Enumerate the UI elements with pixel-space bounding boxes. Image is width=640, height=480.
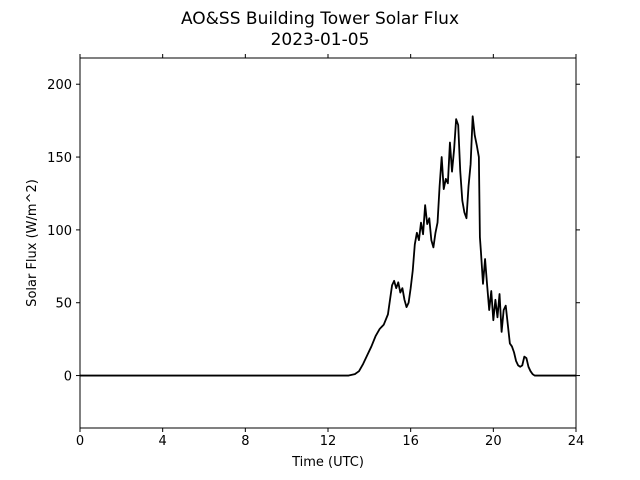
y-tick-label: 50 — [55, 297, 72, 312]
y-axis-label: Solar Flux (W/m^2) — [25, 179, 40, 307]
y-tick-label: 150 — [47, 151, 72, 166]
y-tick-label: 0 — [64, 370, 72, 385]
chart-title: AO&SS Building Tower Solar Flux — [181, 9, 459, 29]
x-tick-label: 0 — [76, 434, 84, 449]
x-tick-label: 20 — [485, 434, 502, 449]
series-line-0 — [80, 115, 576, 377]
x-tick-label: 24 — [568, 434, 585, 449]
x-tick-label: 16 — [402, 434, 419, 449]
x-axis-ticks: 0 4 8 12 16 20 24 — [76, 54, 584, 449]
y-tick-label: 200 — [47, 78, 72, 93]
series-group — [80, 115, 576, 377]
plot-frame — [79, 57, 577, 429]
y-tick-label: 100 — [47, 224, 72, 239]
x-tick-label: 12 — [320, 434, 337, 449]
chart-subtitle: 2023-01-05 — [271, 30, 370, 50]
y-axis-ticks: 0 50 100 150 200 — [47, 78, 580, 385]
x-tick-label: 4 — [159, 434, 167, 449]
x-tick-label: 8 — [241, 434, 249, 449]
x-axis-label: Time (UTC) — [291, 455, 364, 470]
